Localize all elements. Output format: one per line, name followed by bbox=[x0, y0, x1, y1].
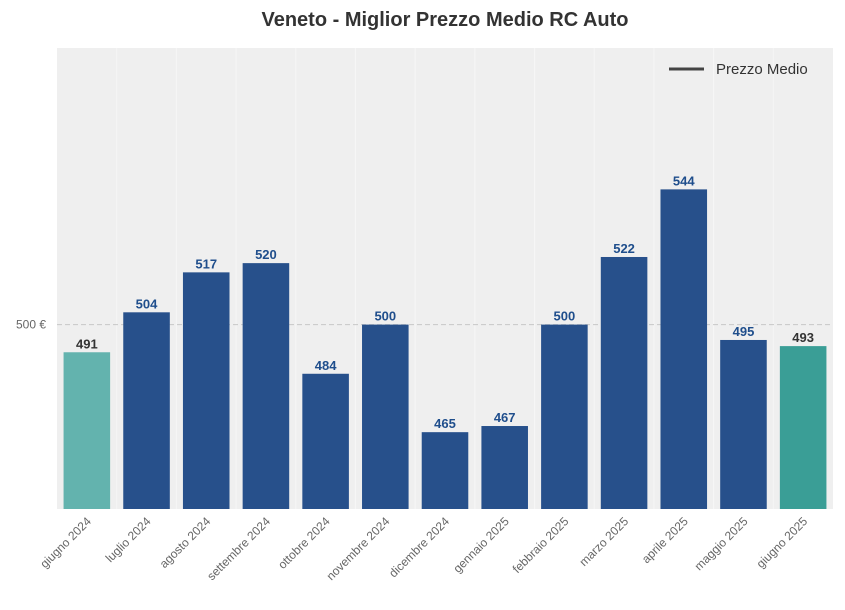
data-label: 491 bbox=[76, 336, 98, 351]
bar-maggio-2025 bbox=[720, 339, 767, 509]
x-tick-label: luglio 2024 bbox=[103, 514, 154, 565]
bar-dicembre-2024 bbox=[421, 432, 469, 509]
data-label: 500 bbox=[554, 309, 576, 324]
x-tick-label: giugno 2025 bbox=[754, 514, 811, 571]
data-label: 544 bbox=[673, 173, 695, 188]
legend: Prezzo Medio bbox=[669, 61, 808, 78]
data-label: 467 bbox=[494, 410, 516, 425]
data-label: 500 bbox=[374, 309, 396, 324]
data-label: 465 bbox=[434, 416, 456, 431]
bar-marzo-2025 bbox=[600, 256, 648, 509]
data-label: 495 bbox=[733, 324, 755, 339]
data-label: 484 bbox=[315, 358, 337, 373]
bar-settembre-2024 bbox=[242, 263, 290, 509]
x-tick-label: febbraio 2025 bbox=[510, 514, 572, 576]
grid bbox=[116, 48, 774, 509]
bar-gennaio-2025 bbox=[481, 426, 528, 509]
data-label: 520 bbox=[255, 247, 277, 262]
bar-luglio-2024 bbox=[123, 312, 170, 509]
x-tick-label: maggio 2025 bbox=[692, 514, 751, 573]
bars-group bbox=[63, 189, 827, 509]
bar-giugno-2024 bbox=[63, 352, 111, 509]
data-labels-group: 491 504 517 520 484 500 465 467 500 522 544 495 493 bbox=[76, 173, 814, 431]
legend-label-prezzo-medio: Prezzo Medio bbox=[716, 61, 808, 78]
data-label: 504 bbox=[136, 296, 158, 311]
bar-novembre-2024 bbox=[362, 324, 409, 509]
x-tick-label: novembre 2024 bbox=[324, 514, 393, 583]
data-label: 522 bbox=[613, 241, 635, 256]
data-label: 493 bbox=[792, 330, 814, 345]
x-tick-label: aprile 2025 bbox=[639, 514, 691, 566]
bar-febbraio-2025 bbox=[541, 324, 588, 509]
x-tick-labels-group: giugno 2024 luglio 2024 agosto 2024settemb… bbox=[37, 514, 810, 583]
bar-aprile-2025 bbox=[660, 189, 708, 509]
bar-ottobre-2024 bbox=[302, 373, 349, 509]
data-label: 517 bbox=[195, 256, 217, 271]
y-tick-label: 500 € bbox=[16, 318, 46, 332]
x-tick-label: ottobre 2024 bbox=[275, 514, 333, 572]
bar-giugno-2025 bbox=[779, 346, 827, 509]
x-tick-label: giugno 2024 bbox=[37, 514, 94, 571]
x-tick-label: agosto 2024 bbox=[157, 514, 214, 571]
x-tick-label: dicembre 2024 bbox=[386, 514, 452, 580]
x-tick-label: settembre 2024 bbox=[204, 514, 273, 583]
bar-agosto-2024 bbox=[182, 272, 230, 509]
x-tick-label: marzo 2025 bbox=[576, 514, 631, 569]
chart-title: Veneto - Miglior Prezzo Medio RC Auto bbox=[261, 9, 628, 31]
x-tick-label: gennaio 2025 bbox=[450, 514, 512, 576]
